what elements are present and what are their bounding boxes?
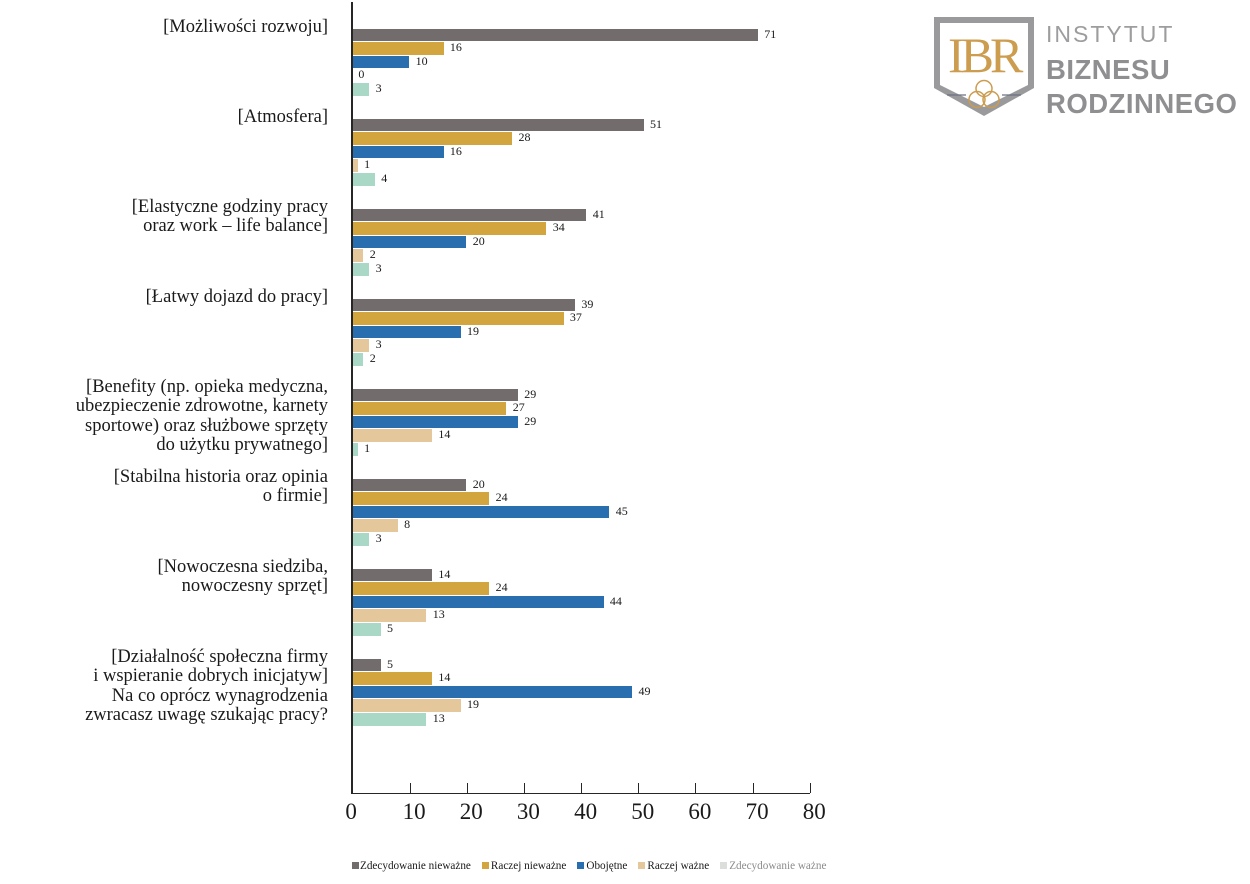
svg-text:IBR: IBR [948,27,1024,83]
